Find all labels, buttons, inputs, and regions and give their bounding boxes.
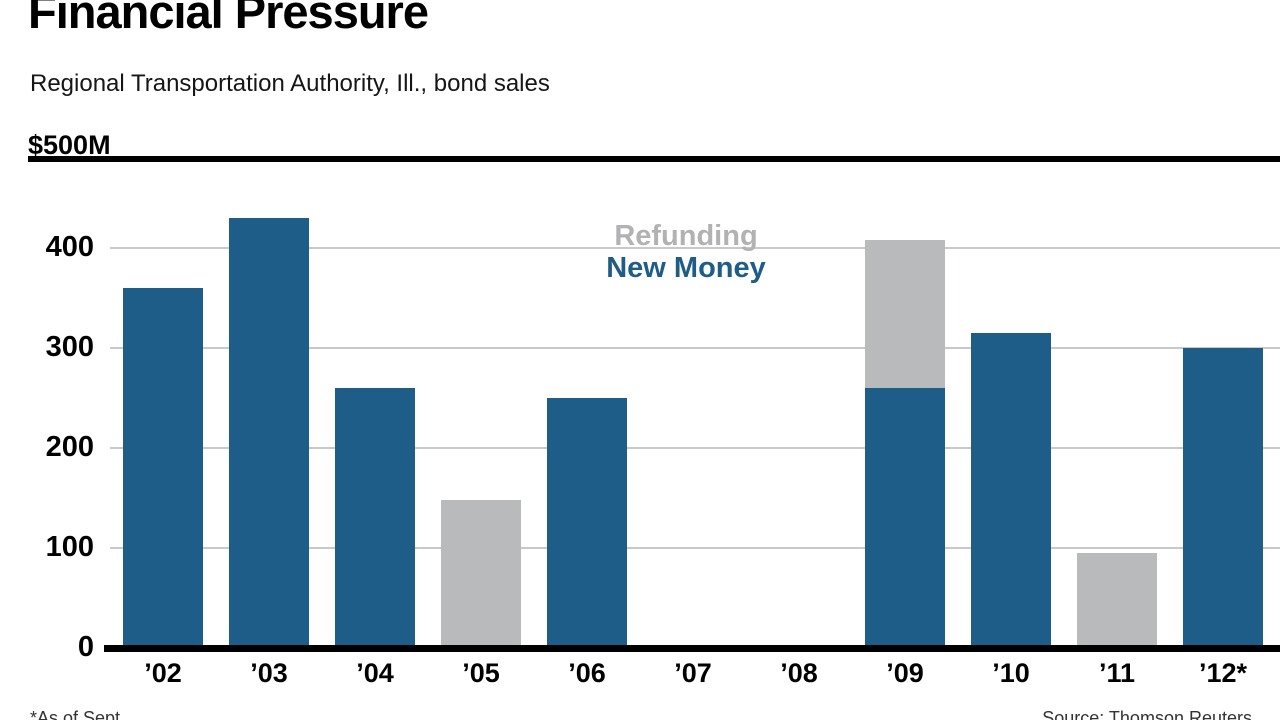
source-credit: Source: Thomson Reuters (1042, 708, 1252, 720)
bar-slot-10 (1077, 148, 1157, 648)
bar-slot-4 (441, 148, 521, 648)
gridline-300 (110, 347, 1280, 349)
x-tick-label-3: ’04 (356, 658, 394, 688)
gridline-100 (110, 547, 1280, 549)
chart-legend: Refunding New Money (586, 220, 786, 284)
bar-refunding-4 (441, 500, 521, 648)
bar-slot-2 (229, 148, 309, 648)
x-axis-baseline (104, 645, 1280, 652)
x-tick-label-5: ’06 (568, 658, 606, 688)
bar-new-money-11 (1183, 348, 1263, 648)
gridline-200 (110, 447, 1280, 449)
plot-area (110, 148, 1280, 648)
footnote: *As of Sept. (30, 708, 126, 720)
bar-refunding-10 (1077, 553, 1157, 648)
x-tick-label-4: ’05 (462, 658, 500, 688)
bar-new-money-8 (865, 388, 945, 648)
x-tick-label-8: ’09 (886, 658, 924, 688)
bar-slot-3 (335, 148, 415, 648)
y-tick-label-0: 0 (77, 631, 94, 663)
legend-new-money-label: New Money (606, 252, 766, 284)
chart-subtitle: Regional Transportation Authority, Ill.,… (30, 70, 550, 97)
x-tick-label-11: ’12* (1198, 658, 1248, 688)
bar-slot-9 (971, 148, 1051, 648)
x-tick-label-1: ’02 (144, 658, 182, 688)
y-tick-label-100: 100 (45, 531, 94, 563)
bar-new-money-9 (971, 333, 1051, 648)
bar-slot-1 (123, 148, 203, 648)
bar-new-money-2 (229, 218, 309, 648)
y-tick-label-200: 200 (45, 431, 94, 463)
y-axis-unit-label: $500M (28, 130, 111, 160)
x-tick-label-6: ’07 (674, 658, 712, 688)
y-tick-label-400: 400 (45, 231, 94, 263)
x-tick-label-9: ’10 (992, 658, 1030, 688)
legend-refunding-label: Refunding (614, 220, 758, 252)
bar-new-money-1 (123, 288, 203, 648)
bar-new-money-3 (335, 388, 415, 648)
y-tick-label-300: 300 (45, 331, 94, 363)
x-tick-label-2: ’03 (250, 658, 288, 688)
top-axis-rule (28, 156, 1280, 162)
x-tick-label-10: ’11 (1098, 658, 1136, 688)
bar-slot-5 (547, 148, 627, 648)
x-tick-label-7: ’08 (780, 658, 818, 688)
bar-refunding-8 (865, 240, 945, 388)
bar-new-money-5 (547, 398, 627, 648)
chart-title: Financial Pressure (28, 0, 429, 38)
bar-slot-11 (1183, 148, 1263, 648)
bar-slot-8 (865, 148, 945, 648)
gridline-400 (110, 247, 1280, 249)
